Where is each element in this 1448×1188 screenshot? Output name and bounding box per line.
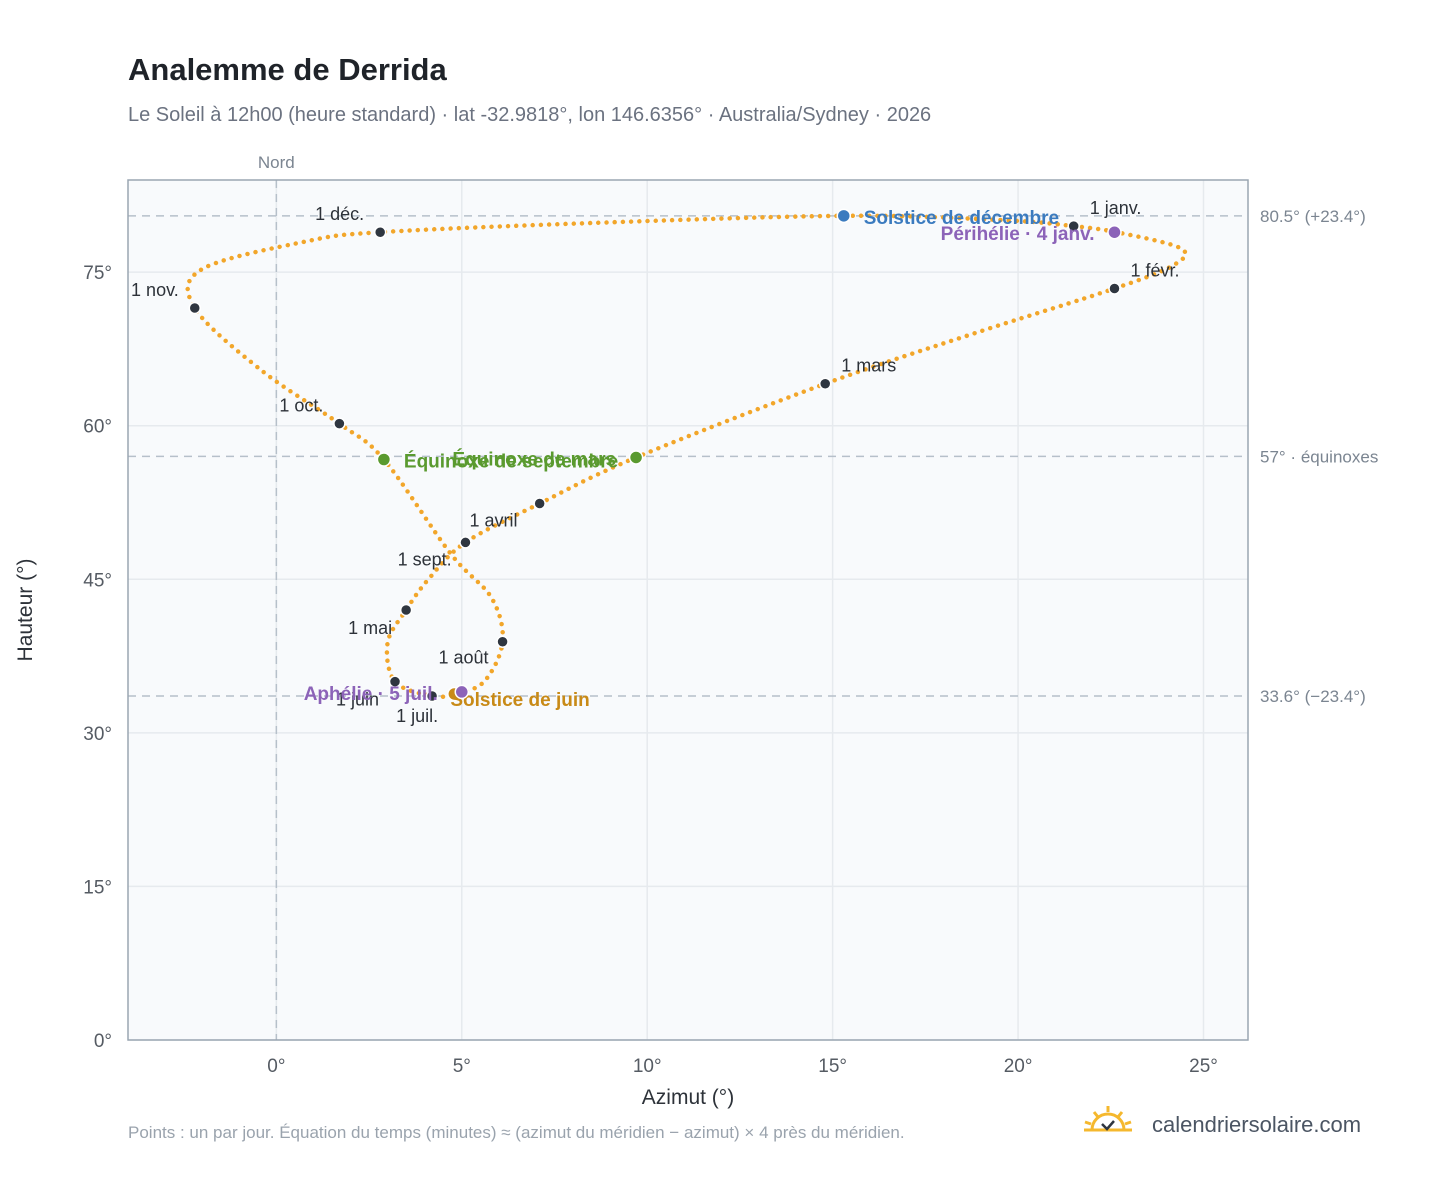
event-marker: [628, 450, 644, 465]
month-label: 1 oct.: [279, 396, 323, 416]
month-marker: [1108, 282, 1121, 295]
event-label: Aphélie · 5 juil.: [304, 684, 438, 705]
x-tick-label: 15°: [818, 1056, 847, 1077]
event-label: Périhélie · 4 janv.: [941, 224, 1095, 245]
month-label: 1 août: [439, 648, 489, 668]
brand-name: calendriersolaire.com: [1152, 1112, 1362, 1137]
month-marker: [373, 225, 387, 239]
event-marker: [1107, 224, 1122, 240]
month-marker: [459, 536, 472, 549]
month-marker: [818, 377, 832, 390]
axis-ticks: 0° 5° 10° 15° 20° 25° 0° 15° 30° 45° 60° 75°: [83, 263, 1218, 1077]
month-marker: [399, 603, 413, 617]
month-label: 1 mars: [841, 356, 896, 376]
y-tick-label: 75°: [83, 263, 112, 284]
month-marker: [496, 635, 509, 648]
month-label: 1 déc.: [315, 204, 364, 224]
event-label: Équinoxe de mars: [452, 448, 616, 470]
month-label: 1 avril: [469, 510, 517, 530]
month-markers: 1 janv. 1 févr. 1 mars 1 avril 1 mai 1 juin 1 …: [131, 198, 1179, 726]
x-tick-label: 25°: [1189, 1056, 1218, 1077]
x-axis-label: Azimut (°): [642, 1086, 734, 1109]
y-tick-label: 0°: [94, 1031, 112, 1052]
x-tick-label: 5°: [453, 1056, 471, 1077]
reference-line-label: 33.6° (−23.4°): [1260, 687, 1366, 706]
y-axis-label: Hauteur (°): [14, 559, 37, 662]
plot-frame: [127, 179, 1249, 1041]
month-label: 1 févr.: [1130, 261, 1179, 281]
month-marker: [425, 689, 439, 703]
y-tick-label: 60°: [83, 417, 112, 438]
plot-area: [128, 180, 1248, 1040]
brand[interactable]: calendriersolaire.com: [1082, 1104, 1382, 1144]
month-marker: [333, 417, 346, 430]
reference-line-label: 80.5° (+23.4°): [1260, 207, 1366, 226]
analemma-curve: [185, 213, 1188, 700]
month-marker: [388, 675, 402, 688]
month-marker: [1067, 219, 1080, 233]
event-marker: [376, 452, 392, 467]
y-tick-label: 15°: [83, 877, 112, 898]
month-label: 1 janv.: [1090, 198, 1142, 218]
month-marker: [533, 497, 546, 510]
analemma-daily-points: [185, 213, 1188, 700]
month-label: 1 sept.: [398, 550, 452, 570]
north-label: Nord: [258, 153, 295, 172]
event-marker: [454, 684, 470, 700]
chart-title: Analemme de Derrida: [128, 52, 447, 87]
chart-subtitle: Le Soleil à 12h00 (heure standard) · lat…: [128, 104, 932, 126]
reference-line-label: 57° · équinoxes: [1260, 447, 1378, 466]
month-marker: [188, 301, 202, 315]
x-tick-label: 20°: [1004, 1056, 1033, 1077]
event-label: Solstice de juin: [450, 690, 589, 711]
month-label: 1 juin: [336, 690, 379, 710]
reference-lines: Nord 80.5° (+23.4°) 57° · équinoxes 33.6° (…: [128, 153, 1378, 1040]
event-label: Solstice de décembre: [864, 208, 1059, 229]
event-label: Équinoxe de septembre: [404, 451, 618, 473]
x-tick-label: 0°: [267, 1056, 285, 1077]
x-tick-label: 10°: [633, 1056, 662, 1077]
month-label: 1 mai: [348, 618, 392, 638]
month-label: 1 nov.: [131, 280, 179, 300]
event-marker: [836, 208, 852, 224]
y-tick-label: 30°: [83, 724, 112, 745]
footer-note: Points : un par jour. Équation du temps …: [128, 1123, 905, 1142]
sun-icon: [1084, 1106, 1132, 1132]
y-tick-label: 45°: [83, 570, 112, 591]
month-label: 1 juil.: [396, 706, 438, 726]
